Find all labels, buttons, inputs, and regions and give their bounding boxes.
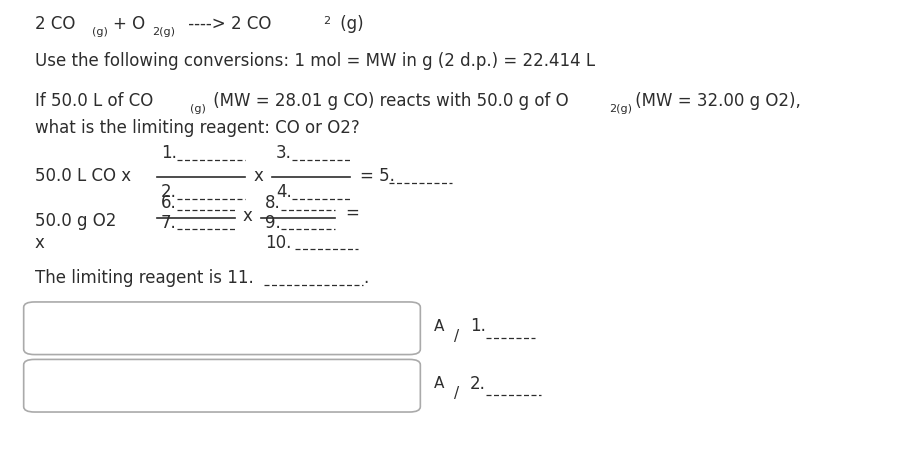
Text: 10.: 10.	[265, 234, 291, 252]
Text: = 5.: = 5.	[360, 167, 395, 185]
Text: 50.0 g O2: 50.0 g O2	[34, 212, 116, 230]
Text: 2.: 2.	[161, 183, 177, 201]
Text: x: x	[254, 167, 263, 185]
Text: /: /	[454, 329, 459, 344]
FancyBboxPatch shape	[24, 302, 420, 354]
Text: /: /	[454, 386, 459, 401]
Text: If 50.0 L of CO: If 50.0 L of CO	[34, 92, 153, 110]
Text: 4.: 4.	[276, 183, 291, 201]
Text: x: x	[242, 207, 253, 225]
Text: 2(g): 2(g)	[609, 104, 632, 114]
Text: 50.0 L CO x: 50.0 L CO x	[34, 167, 131, 185]
Text: =: =	[346, 203, 360, 221]
Text: 3.: 3.	[276, 144, 291, 162]
Text: 2: 2	[323, 15, 330, 26]
Text: what is the limiting reagent: CO or O2?: what is the limiting reagent: CO or O2?	[34, 119, 360, 137]
Text: 2 CO: 2 CO	[34, 15, 75, 33]
Text: 1.: 1.	[470, 317, 486, 335]
Text: The limiting reagent is 11.: The limiting reagent is 11.	[34, 269, 254, 287]
Text: 8.: 8.	[265, 194, 280, 212]
Text: 2(g): 2(g)	[152, 27, 175, 37]
Text: A: A	[434, 376, 444, 391]
Text: (MW = 32.00 g O2),: (MW = 32.00 g O2),	[630, 92, 801, 110]
Text: Use the following conversions: 1 mol = MW in g (2 d.p.) = 22.414 L: Use the following conversions: 1 mol = M…	[34, 52, 595, 70]
Text: 7.: 7.	[161, 214, 177, 232]
Text: (g): (g)	[92, 27, 108, 37]
Text: (g): (g)	[335, 15, 363, 33]
FancyBboxPatch shape	[24, 359, 420, 412]
Text: (g): (g)	[190, 104, 206, 114]
Text: ----> 2 CO: ----> 2 CO	[183, 15, 271, 33]
Text: x: x	[34, 234, 44, 252]
Text: 2.: 2.	[470, 374, 486, 392]
Text: .: .	[363, 269, 369, 287]
Text: (MW = 28.01 g CO) reacts with 50.0 g of O: (MW = 28.01 g CO) reacts with 50.0 g of …	[208, 92, 569, 110]
Text: 1.: 1.	[161, 144, 177, 162]
Text: 6.: 6.	[161, 194, 177, 212]
Text: A: A	[434, 318, 444, 334]
Text: + O: + O	[113, 15, 146, 33]
Text: 9.: 9.	[265, 214, 280, 232]
